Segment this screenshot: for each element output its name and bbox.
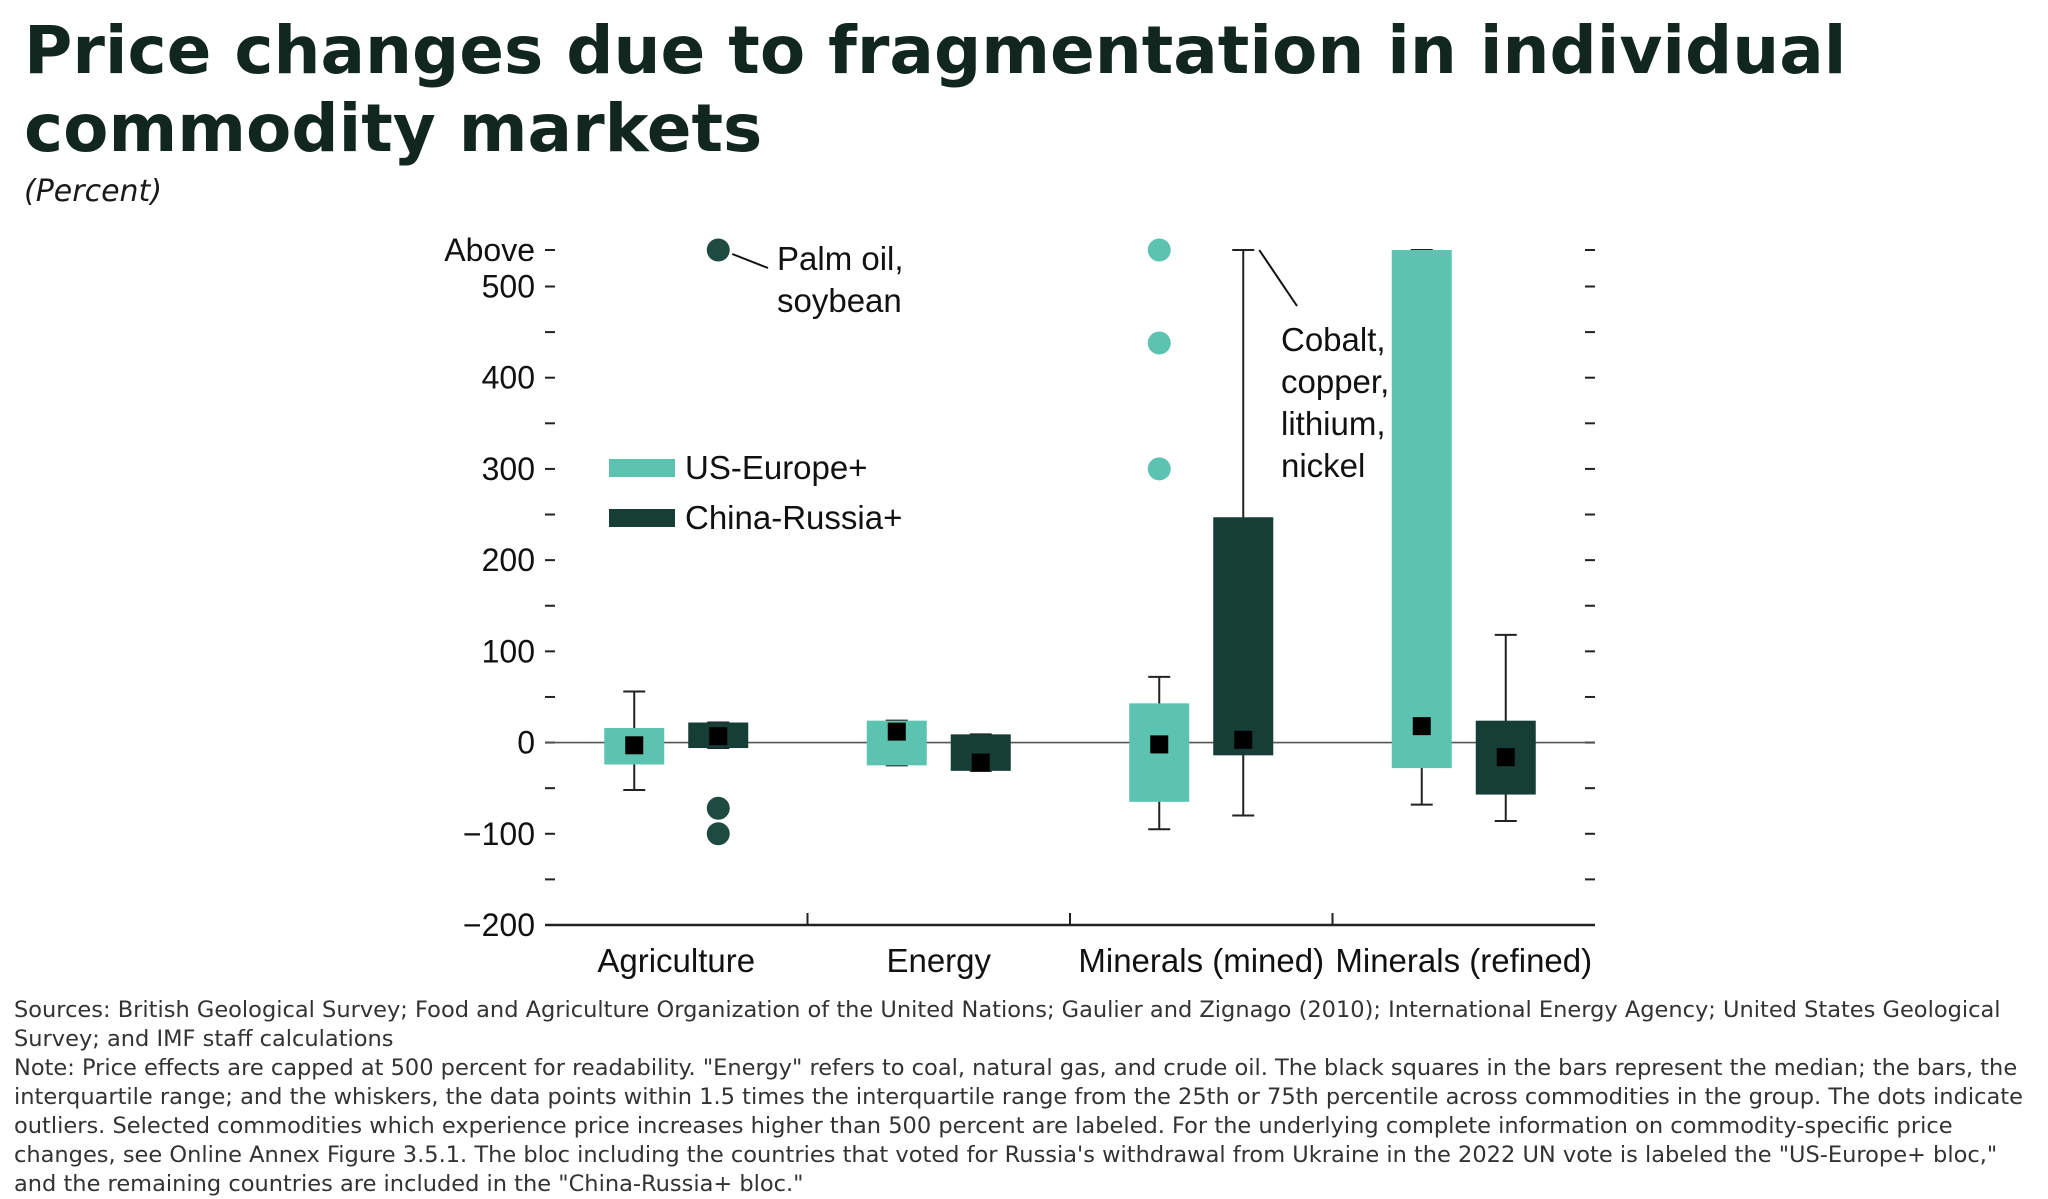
x-category-label: Energy: [886, 942, 991, 979]
outlier-dot: [1147, 331, 1171, 355]
chart-subtitle: (Percent): [24, 174, 163, 209]
annotation-palm-soybean: soybean: [777, 282, 902, 319]
annotation-palm-soybean: Palm oil,: [777, 240, 904, 277]
legend-swatch: [609, 509, 675, 527]
median-marker: [1150, 735, 1169, 754]
median-marker: [887, 722, 906, 741]
legend: US-Europe+ China-Russia+: [609, 449, 902, 536]
outlier-dot: [706, 238, 730, 262]
outlier-dot: [706, 796, 730, 820]
y-tick-label: 200: [482, 542, 535, 578]
x-category-label: Minerals (refined): [1335, 942, 1592, 979]
median-marker: [1234, 730, 1253, 749]
outlier-dot: [706, 822, 730, 846]
annotation-minerals: nickel: [1281, 447, 1365, 484]
note-text: Note: Price effects are capped at 500 pe…: [14, 1055, 2023, 1197]
annotation-leader-palm: [731, 253, 769, 269]
y-tick-label: 400: [482, 360, 535, 396]
chart-notes: Sources: British Geological Survey; Food…: [14, 996, 2034, 1199]
x-category-label: Agriculture: [597, 942, 755, 979]
annotation-minerals: lithium,: [1281, 405, 1386, 442]
annotation-leader-minerals: [1258, 249, 1298, 307]
iqr-box: [1391, 250, 1452, 769]
annotation-minerals: copper,: [1281, 363, 1389, 400]
y-tick-label: −100: [463, 816, 535, 852]
median-marker: [625, 736, 644, 755]
legend-label: China-Russia+: [685, 499, 902, 536]
box-series: [604, 238, 1536, 846]
x-category-label: Minerals (mined): [1078, 942, 1324, 979]
legend-label: US-Europe+: [685, 449, 868, 486]
y-tick-label: −200: [463, 907, 535, 943]
iqr-box: [1213, 517, 1274, 756]
median-marker: [1496, 748, 1515, 767]
chart-title: Price changes due to fragmentation in in…: [24, 12, 1847, 167]
annotations: Palm oil, soybean Cobalt, copper, lithium, ni…: [731, 240, 1389, 484]
y-tick-label: 300: [482, 451, 535, 487]
y-tick-label: 0: [517, 725, 535, 761]
legend-swatch: [609, 459, 675, 477]
outlier-dot: [1147, 238, 1171, 262]
y-tick-label: 500: [482, 268, 535, 304]
y-tick-label: Above: [444, 232, 535, 268]
median-marker: [1412, 717, 1431, 736]
outlier-dot: [1147, 457, 1171, 481]
median-marker: [709, 727, 728, 746]
sources-text: Sources: British Geological Survey; Food…: [14, 997, 2001, 1052]
annotation-minerals: Cobalt,: [1281, 321, 1386, 358]
y-tick-label: 100: [482, 633, 535, 669]
median-marker: [971, 753, 990, 772]
